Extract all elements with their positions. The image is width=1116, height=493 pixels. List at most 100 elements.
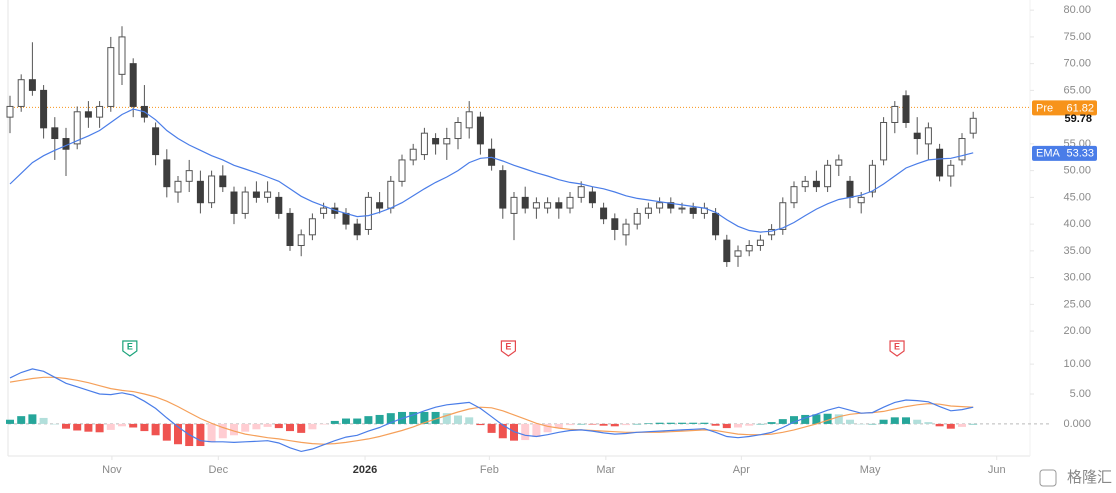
histogram-bar — [644, 423, 653, 424]
watermark: 格隆汇 — [1067, 469, 1112, 486]
candle-body — [588, 191, 596, 204]
candle-body — [544, 202, 552, 209]
y-tick-label: 45.00 — [1063, 191, 1091, 203]
candle-body — [196, 180, 204, 204]
pre-market-tag — [1032, 100, 1097, 116]
candle-body — [465, 111, 473, 129]
histogram-bar — [330, 420, 339, 424]
candle-body — [835, 159, 843, 166]
y-tick-label: 25.00 — [1063, 298, 1091, 310]
candle-body — [17, 79, 25, 107]
histogram-bar — [28, 414, 37, 424]
watermark-icon — [1039, 469, 1057, 487]
candle-body — [678, 207, 686, 210]
histogram-bar — [420, 411, 429, 424]
histogram-bar — [890, 417, 899, 424]
candle-body — [420, 132, 428, 156]
histogram-bar — [554, 423, 563, 429]
candle-body — [320, 207, 328, 214]
pre-market-label: Pre — [1036, 102, 1053, 114]
histogram-bar — [342, 418, 350, 424]
candle-body — [219, 175, 227, 188]
candle-body — [633, 212, 641, 225]
candle-body — [577, 186, 585, 198]
histogram-bar — [286, 423, 294, 432]
x-tick-label: May — [860, 464, 881, 476]
histogram-bar — [6, 419, 14, 424]
y-tick-label: 5.00 — [1070, 388, 1091, 400]
candle-body — [28, 79, 36, 91]
candle-body — [73, 111, 81, 145]
candle-body — [174, 180, 182, 193]
histogram-bar — [834, 414, 843, 424]
candle-body — [129, 63, 137, 107]
earnings-label: E — [505, 341, 511, 351]
candle-body — [353, 223, 361, 236]
candle-body — [622, 223, 630, 236]
x-tick-label: Feb — [480, 464, 499, 476]
y-tick-label: 30.00 — [1063, 272, 1091, 284]
candle-body — [924, 127, 932, 145]
histogram-bar — [521, 423, 530, 441]
histogram-bar — [655, 422, 664, 424]
candle-body — [454, 121, 462, 140]
candle-body — [779, 202, 787, 230]
histogram-bar — [846, 419, 854, 424]
histogram-bar — [767, 422, 776, 424]
histogram-bar — [84, 423, 93, 432]
candle-body — [308, 218, 316, 236]
histogram-bar — [50, 423, 59, 425]
histogram-bar — [902, 417, 910, 424]
candle-body — [790, 186, 798, 204]
histogram-bar — [812, 414, 821, 424]
candle-body — [611, 218, 619, 230]
earnings-marker: E — [500, 340, 516, 357]
histogram-bar — [498, 423, 507, 439]
histogram-bar — [297, 423, 306, 433]
candle-body — [40, 89, 48, 129]
candle-body — [723, 239, 731, 263]
histogram-bar — [263, 423, 272, 427]
histogram-bar — [868, 423, 877, 425]
x-tick-label: Apr — [733, 464, 750, 476]
histogram-bar — [969, 423, 978, 425]
histogram-bar — [946, 423, 955, 429]
candle-body — [555, 202, 563, 209]
earnings-label: E — [127, 341, 133, 351]
last-close: 59.78 — [1064, 113, 1092, 125]
candle-body — [6, 105, 14, 118]
candle-body — [801, 180, 809, 188]
candle-body — [118, 36, 126, 75]
histogram-bar — [857, 423, 866, 425]
histogram-bar — [196, 423, 205, 447]
histogram-bar — [666, 422, 675, 424]
ema-tag-name: EMA — [1036, 148, 1061, 160]
histogram-bar — [588, 423, 597, 425]
candle-body — [936, 148, 944, 177]
candle-body — [644, 207, 652, 214]
candle-body — [286, 212, 294, 247]
y-tick-label: 40.00 — [1063, 218, 1091, 230]
histogram-bar — [174, 423, 182, 445]
histogram-bar — [633, 423, 642, 425]
histogram-bar — [879, 419, 888, 424]
y-tick-label: 20.00 — [1063, 325, 1091, 337]
candle-body — [476, 116, 484, 145]
y-tick-label: 10.00 — [1063, 358, 1091, 370]
candle-body — [857, 196, 865, 204]
candle-body — [208, 175, 216, 204]
histogram-bar — [140, 423, 149, 432]
candle-body — [51, 127, 59, 140]
histogram-bar — [386, 413, 395, 424]
histogram-bar — [689, 422, 698, 424]
candle-body — [600, 207, 608, 220]
histogram-bar — [543, 423, 552, 433]
candle-body — [152, 127, 160, 156]
histogram-bar — [230, 423, 238, 436]
candle-body — [230, 191, 238, 214]
histogram-bar — [745, 423, 754, 426]
candle-body — [499, 170, 507, 209]
candle-body — [656, 202, 664, 209]
histogram-bar — [958, 423, 966, 427]
